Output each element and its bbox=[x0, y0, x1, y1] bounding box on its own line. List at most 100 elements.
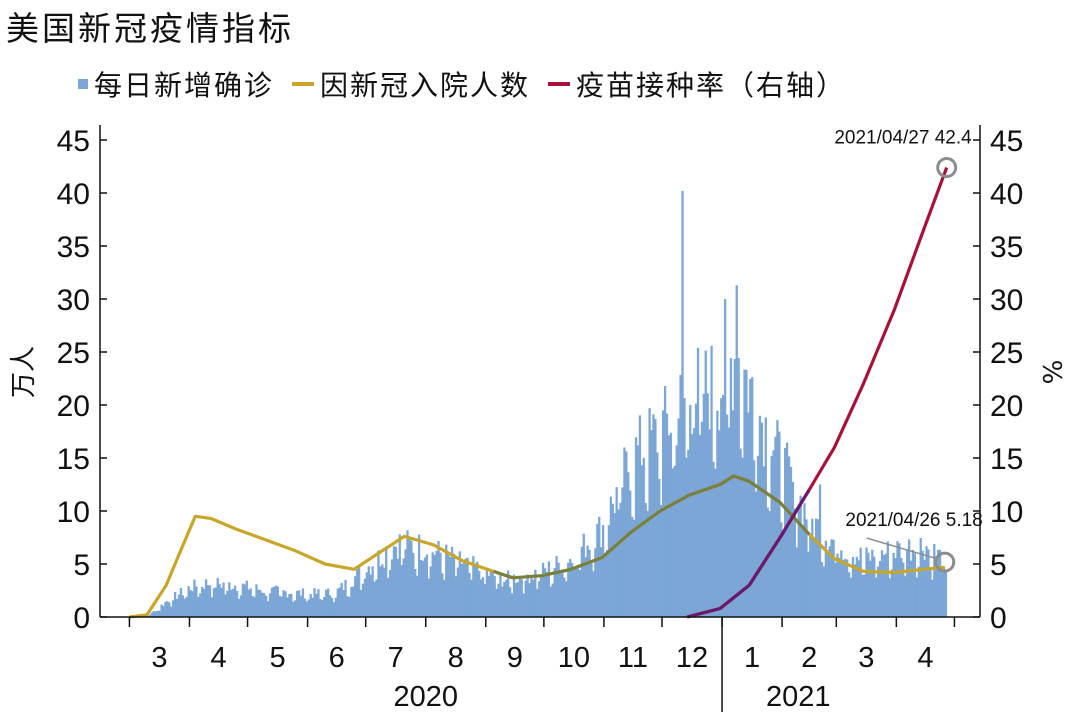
case-bar bbox=[915, 577, 918, 617]
case-bar bbox=[696, 347, 700, 617]
case-bar bbox=[820, 562, 824, 617]
x-tick-label-month: 7 bbox=[388, 642, 404, 674]
case-bar bbox=[607, 525, 611, 617]
case-bar bbox=[394, 546, 398, 617]
chart-title: 美国新冠疫情指标 bbox=[6, 9, 294, 48]
case-bar bbox=[919, 538, 922, 617]
case-bar bbox=[878, 561, 882, 617]
case-bar bbox=[838, 557, 841, 617]
case-bar bbox=[241, 583, 245, 617]
case-bar bbox=[237, 598, 241, 617]
case-bar bbox=[859, 547, 862, 617]
case-bar bbox=[338, 587, 341, 617]
x-tick-label-month: 8 bbox=[448, 642, 464, 674]
case-bar bbox=[216, 577, 219, 617]
case-bar bbox=[867, 552, 870, 617]
case-bar bbox=[441, 573, 444, 617]
case-bar bbox=[561, 570, 564, 617]
case-bar bbox=[439, 552, 442, 617]
case-bar bbox=[764, 417, 767, 617]
case-bar bbox=[524, 580, 527, 617]
legend-item-vaccine: 疫苗接种率（右轴） bbox=[548, 64, 846, 104]
x-tick-label-month: 5 bbox=[270, 642, 286, 674]
case-bar bbox=[605, 550, 609, 617]
case-bar bbox=[334, 597, 337, 617]
case-bar bbox=[158, 610, 161, 617]
case-bar bbox=[212, 588, 215, 617]
legend-swatch-hospital bbox=[292, 82, 315, 86]
case-bar bbox=[239, 595, 243, 617]
case-bar bbox=[478, 570, 481, 617]
case-bar bbox=[402, 558, 405, 617]
case-bar bbox=[356, 569, 359, 617]
case-bar bbox=[768, 510, 771, 617]
case-bar bbox=[590, 563, 593, 617]
case-bar bbox=[195, 586, 198, 617]
case-bar bbox=[882, 555, 886, 617]
case-bar bbox=[152, 611, 155, 617]
case-bar bbox=[636, 445, 640, 617]
case-bar bbox=[671, 468, 674, 617]
case-bar bbox=[749, 379, 752, 617]
case-bar bbox=[815, 518, 818, 617]
case-bar bbox=[799, 495, 802, 617]
legend-item-cases: 每日新增确诊 bbox=[78, 64, 274, 104]
case-bar bbox=[776, 420, 779, 617]
case-bar bbox=[567, 562, 570, 617]
case-bar bbox=[427, 578, 430, 617]
case-bar bbox=[731, 410, 735, 617]
case-bar bbox=[845, 559, 849, 617]
case-bar bbox=[691, 434, 694, 617]
case-bar bbox=[811, 518, 814, 617]
annotation-label: 2021/04/26 5.18 bbox=[845, 510, 982, 531]
case-bar bbox=[507, 570, 510, 617]
case-bar bbox=[896, 541, 899, 617]
case-bar bbox=[723, 299, 727, 617]
case-bar bbox=[383, 567, 386, 617]
y-tick-label-right: 40 bbox=[990, 178, 1023, 211]
legend-swatch-cases bbox=[78, 79, 88, 89]
case-bar bbox=[911, 549, 915, 617]
case-bar bbox=[791, 481, 795, 617]
y-tick-label-left: 35 bbox=[57, 231, 90, 264]
case-bar bbox=[201, 586, 204, 617]
case-bar bbox=[315, 593, 318, 617]
case-bar bbox=[625, 451, 628, 617]
case-bar bbox=[375, 579, 378, 617]
case-bar bbox=[170, 606, 173, 617]
x-tick-label-month: 12 bbox=[676, 642, 708, 674]
case-bar bbox=[268, 593, 272, 617]
case-bar bbox=[873, 556, 876, 617]
case-bar bbox=[658, 478, 661, 617]
case-bar bbox=[342, 589, 345, 617]
x-tick-label-month: 3 bbox=[858, 642, 874, 674]
case-bar bbox=[669, 432, 673, 617]
case-bar bbox=[629, 490, 632, 617]
case-bar bbox=[828, 546, 831, 617]
case-bar bbox=[551, 583, 554, 617]
y-tick-label-right: 35 bbox=[990, 231, 1023, 264]
case-bar bbox=[249, 588, 252, 617]
case-bar bbox=[787, 456, 791, 617]
case-bar bbox=[330, 597, 334, 617]
case-bar bbox=[472, 556, 475, 617]
case-bar bbox=[412, 552, 415, 617]
case-bar bbox=[280, 596, 283, 617]
case-bar bbox=[187, 586, 190, 617]
case-bar bbox=[667, 435, 671, 617]
case-bar bbox=[286, 597, 289, 617]
y-tick-label-right: 20 bbox=[990, 390, 1023, 423]
case-bar bbox=[822, 566, 826, 617]
case-bar bbox=[340, 582, 343, 617]
case-bar bbox=[251, 596, 254, 617]
case-bar bbox=[516, 582, 520, 617]
case-bar bbox=[588, 549, 591, 617]
case-bar bbox=[921, 550, 924, 617]
case-bar bbox=[770, 456, 773, 617]
case-bar bbox=[497, 583, 500, 617]
case-bar bbox=[660, 504, 663, 617]
case-bar bbox=[290, 593, 293, 617]
case-bar bbox=[631, 516, 634, 617]
case-bar bbox=[344, 579, 347, 617]
case-bar bbox=[156, 610, 159, 617]
